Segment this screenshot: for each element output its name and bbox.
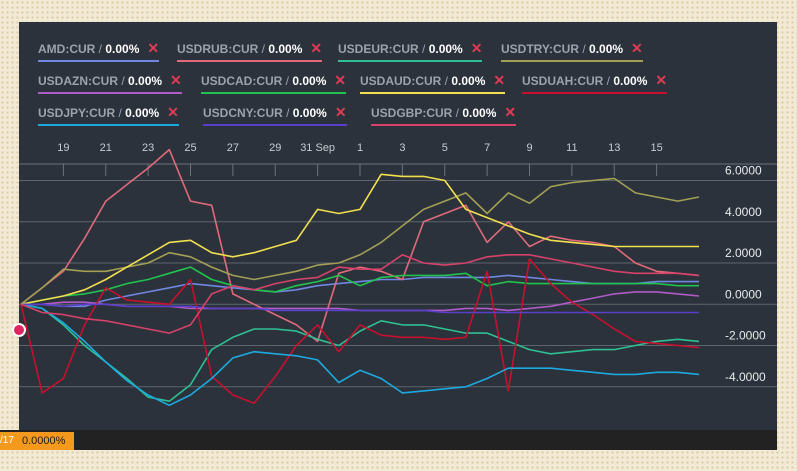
remove-series-icon[interactable]: ✕ [493, 72, 506, 88]
x-tick-label: 13 [608, 142, 621, 154]
legend-value: 0.00% [128, 74, 163, 88]
x-axis: 19 21 23 25 27 29 31 Sep 1 3 5 7 9 11 13 15 [19, 142, 777, 164]
x-tick-label: 9 [526, 142, 533, 154]
x-tick-label: 15 [650, 142, 663, 154]
series-line-usdtrycur [20, 177, 700, 305]
x-tick-label: 11 [566, 142, 578, 154]
y-tick-label: 6.0000 [725, 164, 762, 178]
line-chart[interactable]: 6.0000 4.0000 2.0000 0.0000 -2.0000 -4.0000 [19, 22, 777, 450]
legend-value: 0.00% [292, 74, 327, 88]
legend-symbol: USDGBP:CUR [371, 106, 453, 120]
remove-series-icon[interactable]: ✕ [147, 40, 160, 56]
legend-item-usduahcur[interactable]: USDUAH:CUR / 0.00% ✕ [522, 72, 668, 94]
legend-symbol: USDAZN:CUR [38, 74, 118, 88]
legend-separator: / [441, 74, 452, 88]
legend-separator: / [579, 42, 590, 56]
legend-value: 0.00% [589, 42, 624, 56]
series-line-usdcnycur [21, 303, 699, 314]
x-tick-label: 19 [57, 142, 70, 154]
start-value-label: 0.0000% [22, 435, 66, 447]
legend-item-amdcur[interactable]: AMD:CUR / 0.00% ✕ [38, 40, 160, 62]
x-tick-label: 25 [184, 142, 197, 154]
legend-symbol: USDJPY:CUR [38, 106, 116, 120]
legend-value: 0.00% [451, 74, 486, 88]
legend-item-usdcnycur[interactable]: USDCNY:CUR / 0.00% ✕ [203, 104, 347, 126]
remove-series-icon[interactable]: ✕ [470, 40, 483, 56]
series-line-usdaudcur [20, 173, 699, 306]
remove-series-icon[interactable]: ✕ [655, 72, 668, 88]
legend-separator: / [452, 106, 463, 120]
legend-separator: / [282, 106, 293, 120]
legend-item-usdcadcur[interactable]: USDCAD:CUR / 0.00% ✕ [201, 72, 347, 94]
legend-value: 0.00% [613, 74, 648, 88]
legend-symbol: USDUAH:CUR [522, 74, 604, 88]
x-tick-label: 21 [99, 142, 112, 154]
legend-item-usdtrycur[interactable]: USDTRY:CUR / 0.00% ✕ [501, 40, 643, 62]
legend-item-usdgbpcur[interactable]: USDGBP:CUR / 0.00% ✕ [371, 104, 517, 126]
legend-symbol: USDAUD:CUR [360, 74, 442, 88]
remove-series-icon[interactable]: ✕ [334, 104, 347, 120]
legend-value: 0.00% [268, 42, 303, 56]
legend-value: 0.00% [292, 106, 327, 120]
scrubber-handle[interactable] [12, 323, 26, 337]
legend-separator: / [115, 106, 126, 120]
series-line-usdazncur [21, 291, 700, 312]
series-line-usdjpycur [20, 303, 700, 407]
y-tick-label: 4.0000 [725, 205, 762, 219]
y-tick-label: -2.0000 [725, 329, 766, 343]
y-tick-label: 2.0000 [725, 246, 762, 260]
start-value-badge: /17 0.0000% [0, 432, 74, 450]
legend-item-usdeurcur[interactable]: USDEUR:CUR / 0.00% ✕ [338, 40, 483, 62]
x-tick-label: 3 [399, 142, 406, 154]
series-line-amdcur [21, 274, 699, 308]
legend-item-usdjpycur[interactable]: USDJPY:CUR / 0.00% ✕ [38, 104, 179, 126]
legend-symbol: USDTRY:CUR [501, 42, 579, 56]
legend-item-usdaudcur[interactable]: USDAUD:CUR / 0.00% ✕ [360, 72, 506, 94]
y-tick-label: 0.0000 [725, 287, 762, 301]
x-tick-label: 7 [484, 142, 491, 154]
legend-separator: / [258, 42, 269, 56]
series-line-usduahcur [20, 258, 700, 405]
legend-symbol: USDEUR:CUR [338, 42, 419, 56]
x-tick-label: 31 Sep [300, 142, 336, 154]
legend-symbol: AMD:CUR [38, 42, 96, 56]
legend-value: 0.00% [462, 106, 497, 120]
time-scrubber-bar[interactable] [0, 430, 777, 450]
series-line-usdcadcur [20, 266, 699, 306]
x-tick-label: 27 [226, 142, 239, 154]
legend-separator: / [118, 74, 129, 88]
legend-symbol: USDCAD:CUR [201, 74, 283, 88]
remove-series-icon[interactable]: ✕ [631, 40, 643, 56]
legend-value: 0.00% [105, 42, 140, 56]
series-line-usdgbpcur [20, 254, 700, 334]
legend-item-usdazncur[interactable]: USDAZN:CUR / 0.00% ✕ [38, 72, 182, 94]
remove-series-icon[interactable]: ✕ [310, 40, 323, 56]
legend-separator: / [603, 74, 614, 88]
remove-series-icon[interactable]: ✕ [504, 104, 517, 120]
x-tick-label: 23 [142, 142, 155, 154]
x-tick-label: 29 [269, 142, 282, 154]
legend-symbol: USDCNY:CUR [203, 106, 283, 120]
x-tick-label: 5 [441, 142, 448, 154]
x-tick-label: 1 [356, 142, 364, 154]
chart-panel: AMD:CUR / 0.00% ✕ USDRUB:CUR / 0.00% ✕ USDEU… [19, 22, 777, 450]
legend-separator: / [282, 74, 293, 88]
legend-symbol: USDRUB:CUR [177, 42, 259, 56]
legend-item-usdrubcur[interactable]: USDRUB:CUR / 0.00% ✕ [177, 40, 323, 62]
legend-value: 0.00% [125, 106, 160, 120]
series-line-usdrubcur [20, 148, 700, 343]
remove-series-icon[interactable]: ✕ [334, 72, 347, 88]
legend-separator: / [418, 42, 429, 56]
y-tick-label: -4.0000 [725, 370, 766, 384]
remove-series-icon[interactable]: ✕ [170, 72, 182, 88]
start-date-label: /17 [0, 435, 14, 446]
legend-value: 0.00% [428, 42, 463, 56]
legend-separator: / [95, 42, 106, 56]
remove-series-icon[interactable]: ✕ [167, 104, 179, 120]
